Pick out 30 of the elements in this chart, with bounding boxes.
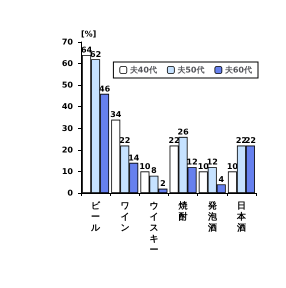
data-label: 22 [236,136,247,146]
data-label: 22 [244,136,256,146]
y-tick-label: 30 [62,124,74,133]
x-tick-label: 焼酎 [178,200,189,222]
y-tick-label: 40 [62,102,74,112]
legend-label: 夫60代 [224,66,252,74]
data-label: 10 [198,162,210,171]
y-axis-title: [%] [81,30,96,38]
x-tick-label: ウイスキー [149,202,158,256]
y-tick-label: 10 [62,166,74,176]
x-tick-label: 発泡酒 [206,200,218,234]
data-label: 8 [151,166,158,176]
legend-label: 夫40代 [128,66,157,74]
x-tick-label: ワイン [120,202,130,234]
data-label: 22 [119,136,130,146]
y-tick-label: 50 [62,80,74,90]
x-tick-label: 日本酒 [236,200,247,234]
y-tick-label: 0 [67,188,74,198]
data-label: 26 [178,127,190,136]
y-tick-label: 20 [62,145,74,154]
y-tick-label: 70 [62,38,74,46]
data-label: 14 [128,153,140,162]
x-tick-label: ビール [90,200,102,234]
legend-label: 夫50代 [176,66,204,74]
data-label: 2 [160,179,166,188]
data-label: 12 [186,158,198,167]
data-label: 4 [218,174,224,184]
data-label: 34 [110,110,122,120]
data-label: 10 [139,162,151,171]
y-tick-label: 60 [62,59,74,68]
